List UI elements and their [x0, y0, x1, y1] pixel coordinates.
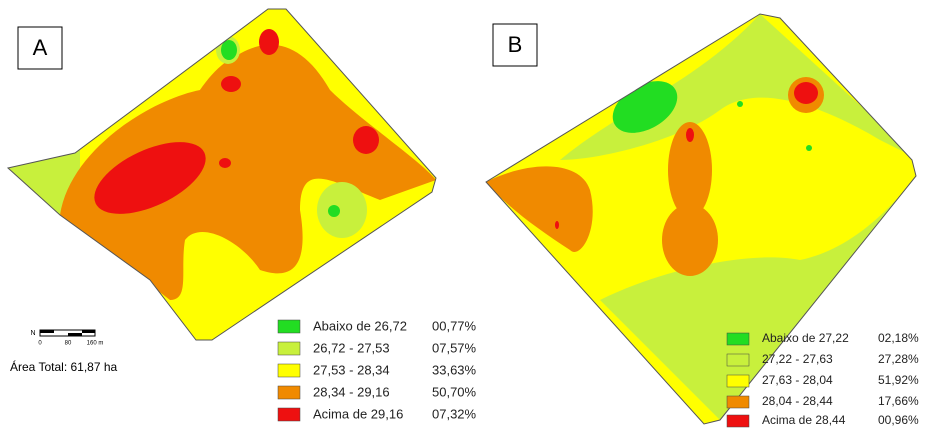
legend-percent: 27,28%	[878, 352, 919, 366]
panel-label-box	[17, 26, 63, 70]
legend-percent: 33,63%	[432, 362, 477, 377]
legend-percent: 07,32%	[432, 406, 477, 421]
legend-a: Abaixo de 26,72 26,72 - 27,53 27,53 - 28…	[277, 318, 477, 421]
legend-percent: 02,18%	[878, 331, 919, 345]
panel-label: B	[508, 32, 523, 57]
legend-class: 27,63 - 28,04	[762, 373, 833, 387]
legend-class: 27,53 - 28,34	[313, 362, 390, 377]
north-arrow: N	[30, 330, 35, 337]
legend-percent: 00,77%	[432, 318, 477, 333]
area-total: Área Total: 61,87 ha	[10, 359, 118, 374]
legend-class: 27,22 - 27,63	[762, 352, 833, 366]
legend-percent: 50,70%	[432, 384, 477, 399]
legend-class: Abaixo de 27,22	[762, 331, 849, 345]
legend-percent: 17,66%	[878, 394, 919, 408]
legend-percent: 51,92%	[878, 373, 919, 387]
panel-label-box	[492, 23, 538, 67]
legend-class: 28,34 - 29,16	[313, 384, 390, 399]
scale-label: 80	[65, 341, 72, 347]
legend-class: Acima de 28,44	[762, 413, 846, 427]
scale-label: 0	[38, 341, 42, 347]
legend-class: 28,04 - 28,44	[762, 394, 833, 408]
legend-percent: 07,57%	[432, 340, 477, 355]
scale-label: 160 m	[87, 341, 104, 347]
legend-class: Abaixo de 26,72	[313, 318, 407, 333]
legend-percent: 00,96%	[878, 413, 919, 427]
legend-b: Abaixo de 27,22 27,22 - 27,63 27,63 - 28…	[726, 331, 919, 428]
legend-class: 26,72 - 27,53	[313, 340, 390, 355]
legend-class: Acima de 29,16	[313, 406, 403, 421]
map-a: A	[6, 8, 437, 341]
panel-label: A	[33, 35, 48, 60]
map-b: B	[485, 13, 917, 425]
scale-bar: N 0 80 160 m	[30, 329, 104, 347]
